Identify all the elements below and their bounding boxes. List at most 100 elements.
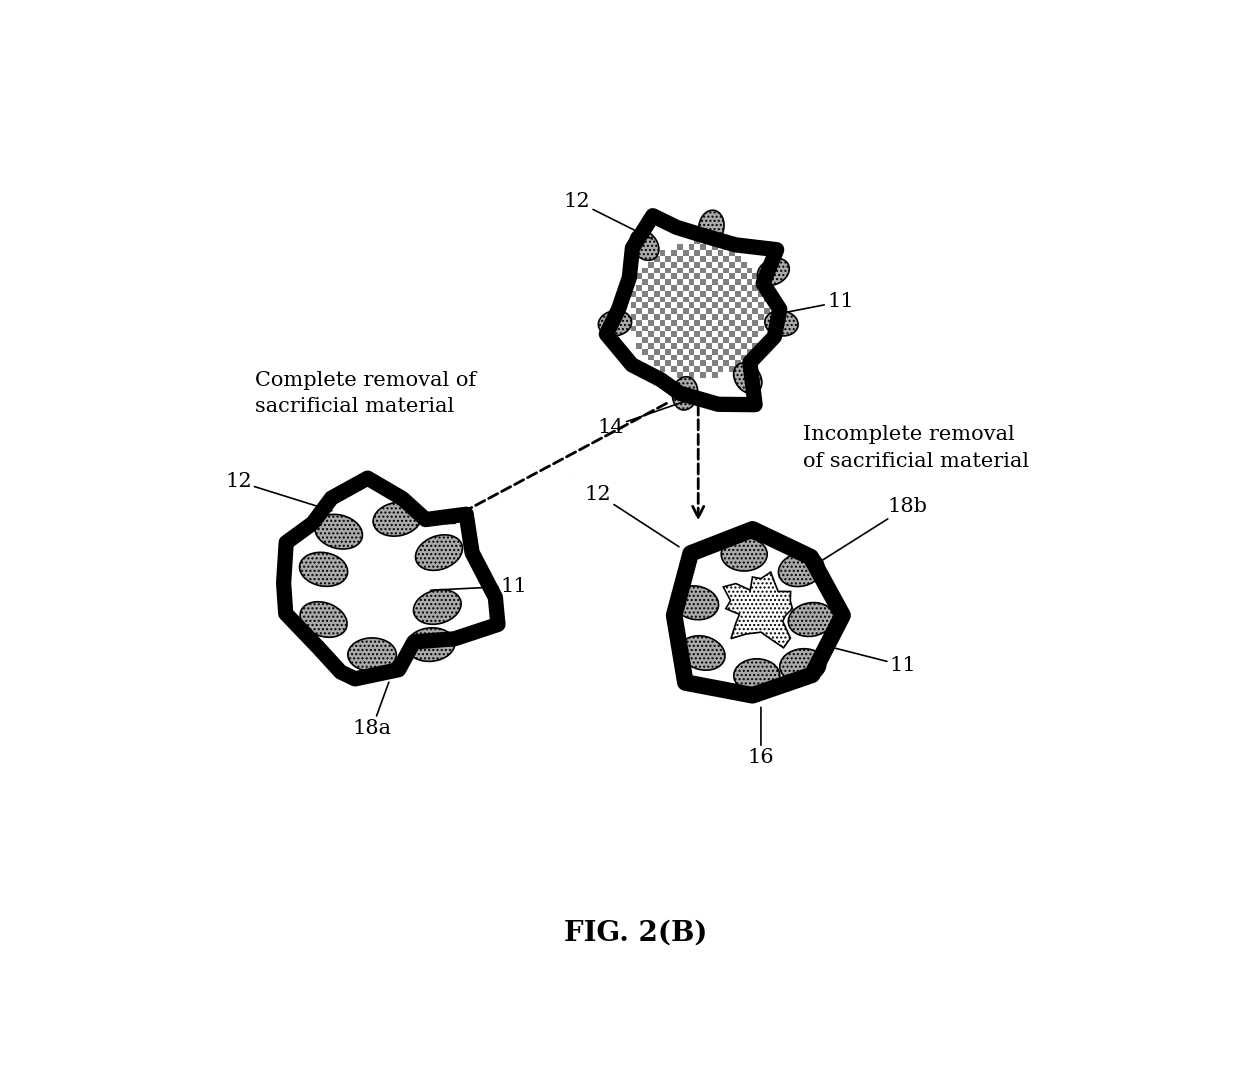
Bar	[671, 343, 677, 349]
Bar	[746, 349, 753, 354]
Bar	[718, 250, 723, 256]
Bar	[660, 285, 666, 291]
Bar	[660, 319, 666, 326]
Bar	[753, 343, 758, 349]
Bar	[706, 274, 712, 279]
Bar	[723, 349, 729, 354]
Bar	[718, 343, 723, 349]
Ellipse shape	[722, 538, 768, 571]
Bar	[671, 354, 677, 361]
Bar	[653, 291, 660, 296]
Circle shape	[619, 230, 779, 390]
Bar	[683, 319, 688, 326]
Bar	[735, 256, 740, 262]
Bar	[683, 285, 688, 291]
Bar	[666, 256, 671, 262]
Ellipse shape	[734, 363, 761, 394]
Bar	[746, 302, 753, 308]
Bar	[688, 337, 694, 343]
Bar	[712, 326, 718, 331]
Bar	[753, 296, 758, 302]
Bar	[712, 244, 718, 250]
Bar	[718, 285, 723, 291]
Bar	[649, 285, 653, 291]
Ellipse shape	[630, 230, 658, 261]
Bar	[729, 250, 735, 256]
Bar	[712, 337, 718, 343]
Bar	[677, 371, 683, 378]
Bar	[712, 371, 718, 378]
Bar	[653, 279, 660, 285]
Bar	[642, 326, 649, 331]
Bar	[688, 314, 694, 319]
Text: 11: 11	[821, 645, 916, 675]
Text: Complete removal of
sacrificial material: Complete removal of sacrificial material	[255, 371, 476, 416]
Bar	[706, 354, 712, 361]
Bar	[753, 285, 758, 291]
Bar	[735, 314, 740, 319]
Ellipse shape	[413, 590, 461, 624]
Bar	[701, 314, 706, 319]
Bar	[636, 319, 642, 326]
Bar	[636, 296, 642, 302]
Text: 16: 16	[748, 707, 774, 767]
Bar	[636, 285, 642, 291]
Bar	[636, 343, 642, 349]
Bar	[758, 302, 764, 308]
Bar	[677, 337, 683, 343]
Bar	[683, 366, 688, 371]
Bar	[642, 337, 649, 343]
Bar	[653, 337, 660, 343]
Bar	[723, 244, 729, 250]
Ellipse shape	[758, 258, 790, 286]
Ellipse shape	[300, 553, 347, 586]
Bar	[671, 285, 677, 291]
Bar	[740, 331, 746, 337]
Bar	[671, 319, 677, 326]
Bar	[677, 279, 683, 285]
Bar	[729, 366, 735, 371]
Bar	[649, 331, 653, 337]
Bar	[642, 314, 649, 319]
Bar	[758, 314, 764, 319]
Ellipse shape	[699, 211, 724, 243]
Bar	[642, 302, 649, 308]
Bar	[701, 349, 706, 354]
Ellipse shape	[779, 552, 823, 586]
Bar	[649, 343, 653, 349]
Bar	[677, 267, 683, 274]
Bar	[649, 308, 653, 314]
Bar	[649, 296, 653, 302]
Bar	[653, 302, 660, 308]
Bar	[677, 291, 683, 296]
Bar	[712, 279, 718, 285]
Bar	[729, 354, 735, 361]
Bar	[740, 319, 746, 326]
Bar	[746, 337, 753, 343]
Text: 12: 12	[224, 472, 332, 510]
Bar	[701, 244, 706, 250]
Circle shape	[296, 503, 464, 670]
Bar	[688, 326, 694, 331]
Text: 12: 12	[564, 192, 652, 239]
Bar	[694, 239, 701, 244]
Bar	[660, 274, 666, 279]
Bar	[688, 267, 694, 274]
Bar	[753, 308, 758, 314]
Bar	[718, 354, 723, 361]
Bar	[735, 337, 740, 343]
Bar	[694, 331, 701, 337]
Bar	[729, 308, 735, 314]
Bar	[718, 366, 723, 371]
Bar	[746, 326, 753, 331]
Ellipse shape	[780, 648, 826, 682]
Bar	[660, 250, 666, 256]
Bar	[706, 319, 712, 326]
Bar	[642, 279, 649, 285]
Bar	[631, 326, 636, 331]
Bar	[666, 326, 671, 331]
Bar	[706, 366, 712, 371]
Bar	[666, 302, 671, 308]
Bar	[701, 371, 706, 378]
Bar	[706, 331, 712, 337]
